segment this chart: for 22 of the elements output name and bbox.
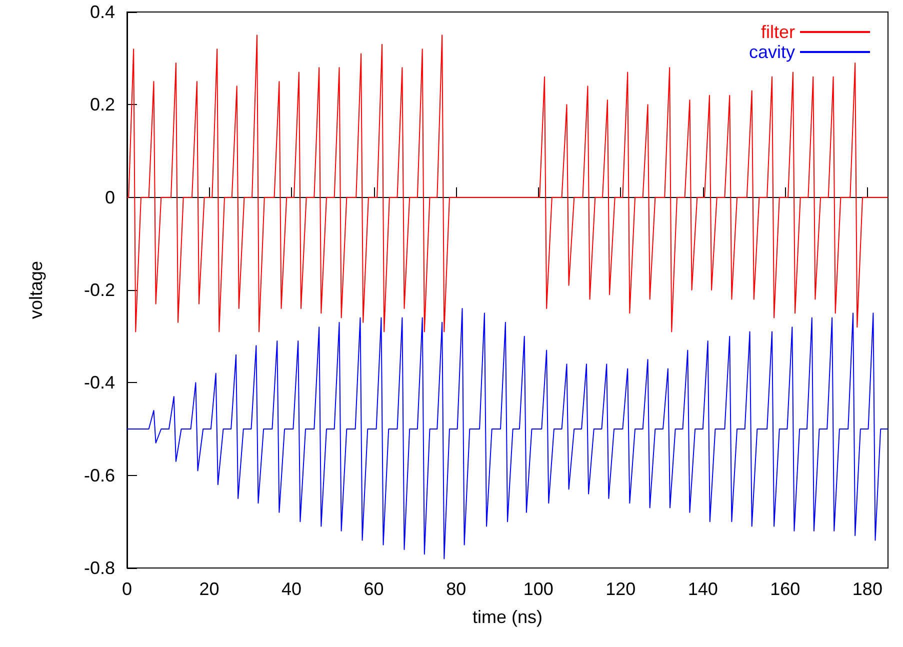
- x-axis-title: time (ns): [472, 607, 543, 627]
- x-tick-label: 120: [606, 579, 636, 599]
- y-tick-label: -0.2: [84, 280, 115, 300]
- y-tick-label: -0.8: [84, 558, 115, 578]
- line-series: [126, 308, 888, 560]
- legend-label: filter: [760, 22, 795, 42]
- x-tick-label: 20: [199, 579, 220, 599]
- y-axis-title: voltage: [26, 260, 46, 320]
- y-tick-label: 0.2: [90, 94, 115, 115]
- x-tick-label: 180: [852, 579, 882, 599]
- x-tick-label: 160: [770, 579, 800, 599]
- x-tick-label: 40: [282, 579, 302, 599]
- y-tick-label: -0.4: [84, 372, 115, 393]
- legend-label: cavity: [748, 42, 795, 62]
- x-tick-label: 140: [688, 579, 718, 599]
- y-tick-label: -0.6: [84, 465, 115, 486]
- x-tick-label: 0: [122, 579, 132, 599]
- x-tick-label: 60: [364, 579, 384, 599]
- x-tick-label: 80: [446, 579, 466, 599]
- x-tick-label: 100: [523, 579, 554, 599]
- y-tick-label: 0.4: [90, 2, 115, 22]
- y-tick-label: 0: [104, 187, 115, 208]
